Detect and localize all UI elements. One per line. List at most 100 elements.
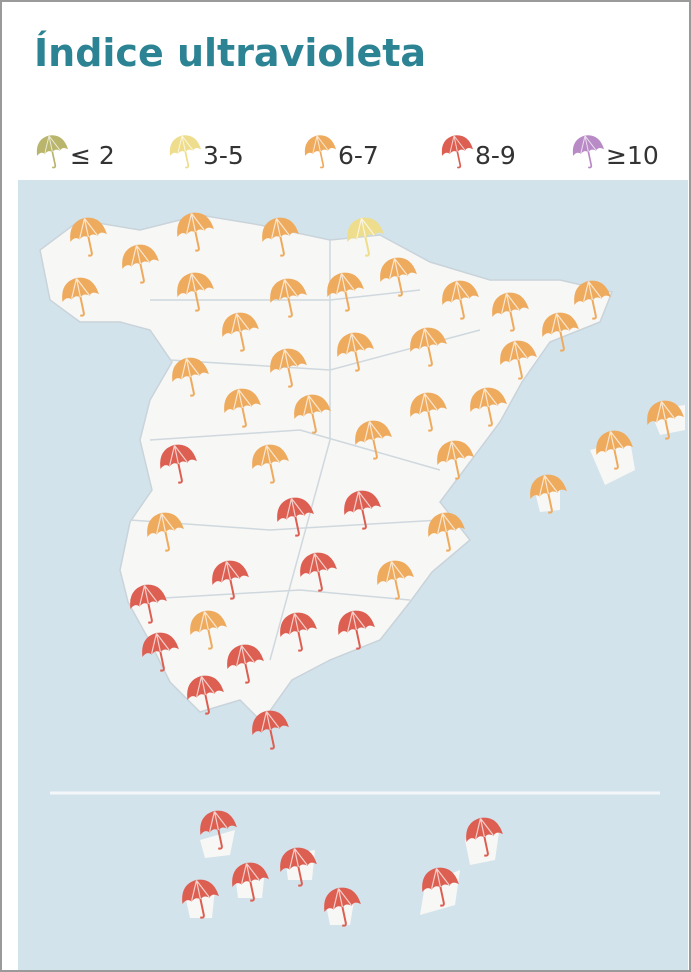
ribs: [209, 811, 228, 832]
ribs: [431, 868, 450, 889]
handle: [317, 571, 323, 592]
umbrella: [327, 272, 364, 312]
ribs: [231, 313, 250, 334]
handle: [269, 729, 275, 750]
handle: [199, 898, 205, 919]
handle: [454, 459, 460, 480]
ribs: [419, 328, 438, 349]
ribs: [199, 611, 218, 632]
handle: [217, 829, 223, 850]
umbrella: [227, 644, 264, 684]
ribs: [186, 273, 205, 294]
umbrella: [410, 392, 447, 432]
legend: ≤ 2 3-5 6-7 8-9 ≥10: [36, 135, 659, 170]
handle: [427, 346, 433, 367]
handle: [51, 151, 57, 169]
ribs: [181, 358, 200, 379]
ribs: [261, 711, 280, 732]
ribs: [241, 863, 260, 884]
ribs: [449, 135, 466, 154]
ribs: [509, 341, 528, 362]
handle: [294, 516, 300, 537]
ribs: [336, 273, 355, 294]
umbrella: [470, 387, 507, 427]
ribs: [583, 281, 602, 302]
ribs: [236, 645, 255, 666]
umbrella: [70, 217, 107, 257]
umbrella: [270, 278, 307, 318]
umbrella: [410, 327, 447, 367]
handle: [279, 236, 285, 257]
handle: [177, 463, 183, 484]
ribs: [289, 613, 308, 634]
umbrella: [187, 675, 224, 715]
ribs: [261, 445, 280, 466]
umbrella: [252, 444, 289, 484]
ribs: [551, 313, 570, 334]
handle: [189, 376, 195, 397]
umbrella: [380, 257, 417, 297]
ribs: [347, 611, 366, 632]
handle: [664, 419, 670, 440]
umbrella: [122, 244, 159, 284]
umbrella: [437, 440, 474, 480]
ribs: [289, 848, 308, 869]
ribs: [151, 633, 170, 654]
ribs: [346, 333, 365, 354]
legend-label: 3-5: [203, 141, 244, 170]
umbrella: [441, 135, 474, 169]
ribs: [309, 553, 328, 574]
umbrella: [182, 879, 219, 919]
umbrella: [355, 420, 392, 460]
ribs: [386, 561, 405, 582]
handle: [559, 331, 565, 352]
umbrella: [62, 277, 99, 317]
handle: [239, 331, 245, 352]
umbrella: [224, 388, 261, 428]
ribs: [196, 676, 215, 697]
umbrella: [277, 497, 314, 537]
ribs: [191, 880, 210, 901]
legend-label: 8-9: [475, 141, 516, 170]
handle: [229, 579, 235, 600]
ribs: [475, 818, 494, 839]
ribs: [303, 395, 322, 416]
umbrella: [280, 612, 317, 652]
ribs: [271, 218, 290, 239]
handle: [287, 297, 293, 318]
ribs: [446, 441, 465, 462]
title: Índice ultravioleta: [34, 31, 426, 75]
handle: [361, 509, 367, 530]
umbrella: [252, 710, 289, 750]
handle: [591, 299, 597, 320]
umbrella: [190, 610, 227, 650]
markers: [62, 212, 684, 927]
ribs: [389, 258, 408, 279]
umbrella: [422, 867, 459, 907]
ribs: [279, 279, 298, 300]
umbrella: [442, 280, 479, 320]
ribs: [79, 218, 98, 239]
umbrella: [647, 400, 684, 440]
umbrella: [347, 217, 384, 257]
umbrella: [596, 430, 633, 470]
handle: [354, 351, 360, 372]
umbrella: [222, 312, 259, 352]
umbrella: [377, 560, 414, 600]
ribs: [539, 475, 558, 496]
ribs: [186, 213, 205, 234]
handle: [509, 311, 515, 332]
ribs: [353, 491, 372, 512]
umbrella: [300, 552, 337, 592]
ribs: [437, 513, 456, 534]
handle: [249, 881, 255, 902]
mainland: [39, 214, 614, 724]
handle: [547, 493, 553, 514]
handle: [87, 236, 93, 257]
ribs: [580, 135, 597, 154]
umbrella: [262, 217, 299, 257]
handle: [394, 579, 400, 600]
ribs: [364, 421, 383, 442]
handle: [159, 651, 165, 672]
